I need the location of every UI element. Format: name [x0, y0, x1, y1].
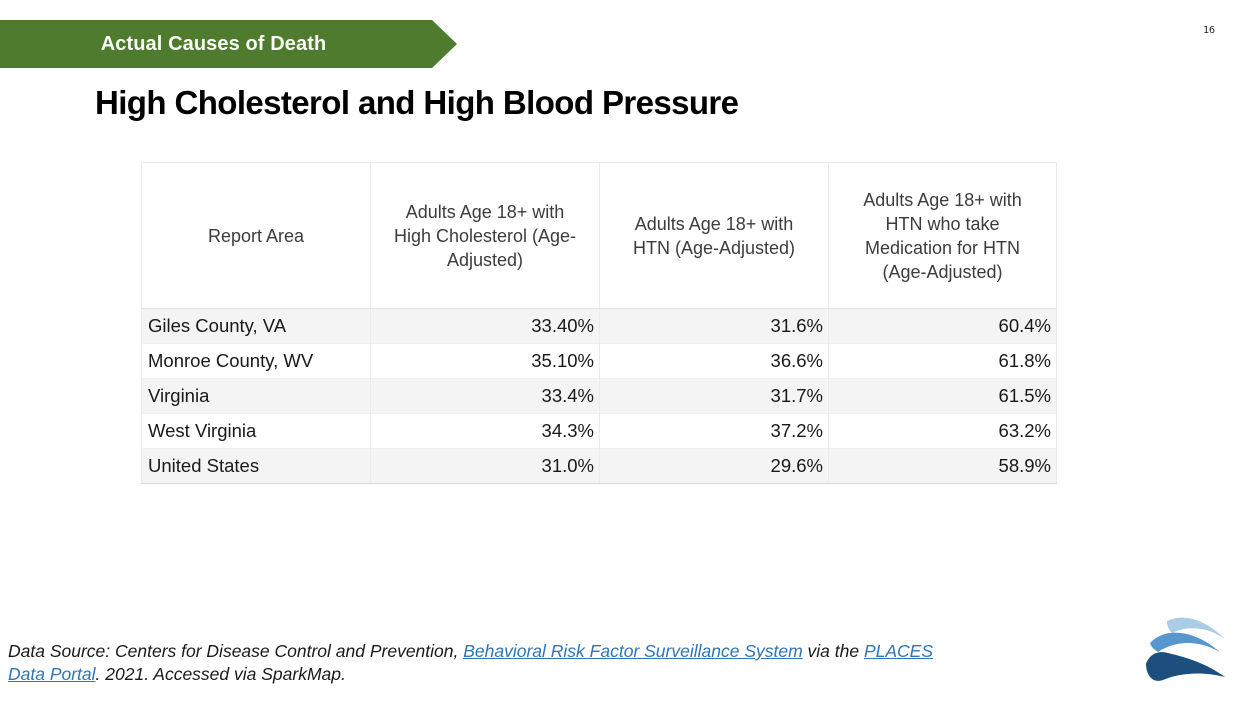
cell-high-cholesterol: 31.0% — [370, 448, 600, 484]
cell-report-area: Monroe County, WV — [141, 343, 371, 379]
cell-htn-medication: 58.9% — [828, 448, 1057, 484]
cell-report-area: United States — [141, 448, 371, 484]
places-portal-link[interactable]: PLACES — [863, 641, 934, 661]
table-row: Monroe County, WV 35.10% 36.6% 61.8% — [141, 343, 1057, 379]
cell-htn: 31.6% — [599, 308, 829, 344]
cell-report-area: Giles County, VA — [141, 308, 371, 344]
cell-report-area: West Virginia — [141, 413, 371, 449]
cell-htn: 29.6% — [599, 448, 829, 484]
page-title: High Cholesterol and High Blood Pressure — [95, 84, 739, 121]
data-source-text: . 2021. Accessed via SparkMap. — [95, 663, 346, 684]
table-row: United States 31.0% 29.6% 58.9% — [141, 448, 1057, 484]
sparkmap-swoosh-logo — [1146, 617, 1225, 681]
cell-htn: 31.7% — [599, 378, 829, 414]
section-banner-label: Actual Causes of Death — [100, 32, 327, 55]
data-source-note: Data Source: Centers for Disease Control… — [8, 640, 998, 685]
data-source-text: Data Source: Centers for Disease Control… — [8, 641, 464, 661]
column-header-htn-medication: Adults Age 18+ with HTN who take Medicat… — [828, 162, 1057, 309]
table-row: West Virginia 34.3% 37.2% 63.2% — [141, 413, 1057, 449]
section-banner: Actual Causes of Death — [0, 20, 457, 68]
cell-high-cholesterol: 33.4% — [370, 378, 600, 414]
column-header-htn: Adults Age 18+ with HTN (Age-Adjusted) — [599, 162, 829, 309]
cell-htn-medication: 61.8% — [828, 343, 1057, 379]
brfss-link[interactable]: Behavioral Risk Factor Surveillance Syst… — [463, 641, 803, 661]
cell-htn: 37.2% — [599, 413, 829, 449]
data-source-text: via the — [802, 641, 864, 661]
cell-high-cholesterol: 33.40% — [370, 308, 600, 344]
cell-report-area: Virginia — [141, 378, 371, 414]
places-portal-link[interactable]: Data Portal — [8, 663, 96, 684]
column-header-high-cholesterol: Adults Age 18+ with High Cholesterol (Ag… — [370, 162, 600, 309]
page-number: 16 — [1202, 25, 1215, 36]
cell-htn: 36.6% — [599, 343, 829, 379]
table-row: Virginia 33.4% 31.7% 61.5% — [141, 378, 1057, 414]
cell-high-cholesterol: 35.10% — [370, 343, 600, 379]
report-area-table: Report Area Adults Age 18+ with High Cho… — [141, 162, 1057, 484]
cell-high-cholesterol: 34.3% — [370, 413, 600, 449]
cell-htn-medication: 63.2% — [828, 413, 1057, 449]
cell-htn-medication: 61.5% — [828, 378, 1057, 414]
table-header-row: Report Area Adults Age 18+ with High Cho… — [141, 162, 1057, 309]
table-row: Giles County, VA 33.40% 31.6% 60.4% — [141, 308, 1057, 344]
cell-htn-medication: 60.4% — [828, 308, 1057, 344]
column-header-report-area: Report Area — [141, 162, 371, 309]
